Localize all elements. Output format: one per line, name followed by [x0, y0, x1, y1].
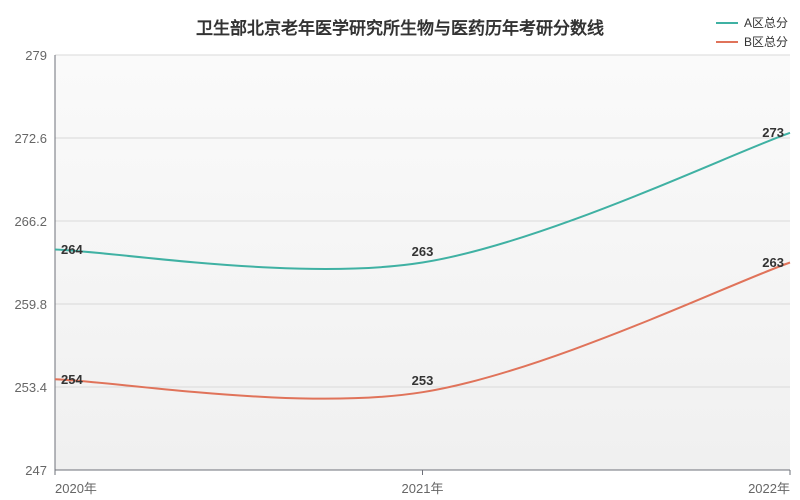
data-label: 253 — [412, 373, 434, 388]
data-label: 263 — [762, 255, 784, 270]
y-tick-label: 259.8 — [14, 297, 47, 312]
plot-svg — [0, 0, 800, 500]
y-tick-label: 253.4 — [14, 380, 47, 395]
data-label: 263 — [412, 244, 434, 259]
data-label: 273 — [762, 125, 784, 140]
y-tick-label: 266.2 — [14, 214, 47, 229]
data-label: 254 — [61, 372, 83, 387]
x-tick-label: 2020年 — [55, 478, 97, 497]
y-tick-label: 279 — [25, 48, 47, 63]
data-label: 264 — [61, 242, 83, 257]
x-tick-label: 2021年 — [402, 478, 444, 497]
chart-container: 卫生部北京老年医学研究所生物与医药历年考研分数线 A区总分B区总分 247253… — [0, 0, 800, 500]
y-tick-label: 272.6 — [14, 131, 47, 146]
x-tick-label: 2022年 — [748, 478, 790, 497]
y-tick-label: 247 — [25, 463, 47, 478]
